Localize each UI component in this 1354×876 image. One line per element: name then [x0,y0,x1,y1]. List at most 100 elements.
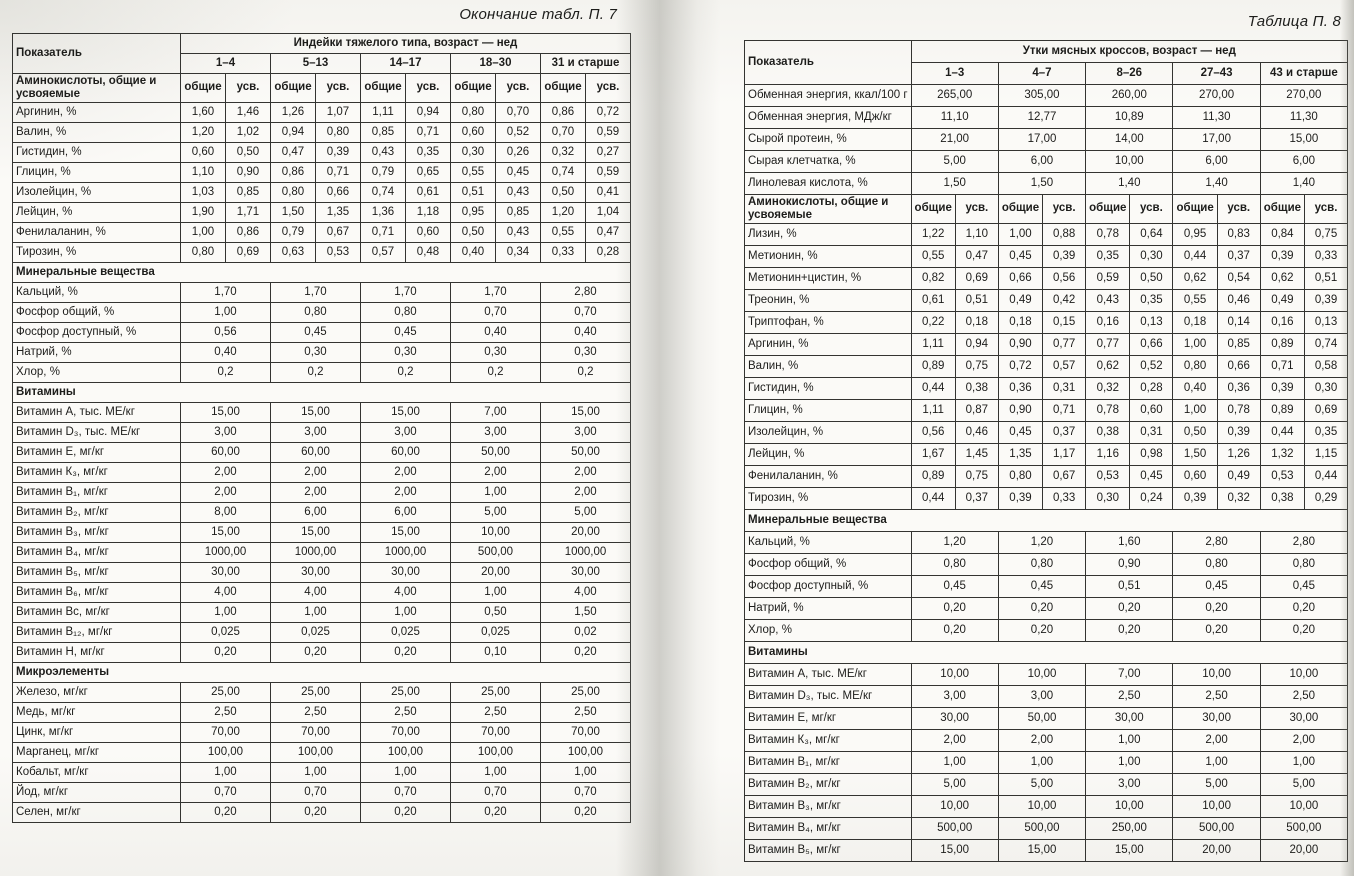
table-row: Витамин Е, мг/кг 30,00 50,00 30,00 30,00 30,0… [744,706,1349,730]
value-cell: 15,00 [180,521,271,543]
value-cell: 3,00 [997,684,1087,708]
value-cell: 1,00 [360,601,451,623]
value-cell: 0,44 [910,486,956,510]
value-cell: 0,87 [954,398,999,422]
value-cell: 14,00 [1085,128,1174,151]
value-cell: 0,44 [910,376,956,400]
value-cell: 0,35 [1085,244,1131,268]
value-cell: 5,00 [910,772,999,796]
subcol-obshchie-header: общие [997,194,1044,224]
value-cell: 0,44 [1304,464,1349,488]
row-label: Витамин В₂, мг/кг [12,501,181,523]
amino-section-label: Аминокислоты, общие и усвояемые [12,73,181,103]
value-cell: 0,025 [270,621,361,643]
value-cell: 0,2 [270,361,361,383]
age-group-1: 1–3 [910,62,999,85]
value-cell: 0,70 [360,781,451,803]
value-cell: 30,00 [1085,706,1174,730]
table-row: Витамин В₅, мг/кг 30,00 30,00 30,00 20,00 30,… [12,561,631,583]
row-label: Хлор, % [12,361,181,383]
value-cell: 10,00 [1085,794,1174,818]
value-cell: 0,85 [495,201,541,223]
subcol-obshchie-header: общие [1172,194,1218,224]
value-cell: 0,20 [360,801,451,823]
value-cell: 0,45 [1172,574,1261,598]
value-cell: 1,40 [1172,172,1261,195]
value-cell: 0,43 [495,221,541,243]
value-cell: 0,20 [997,596,1087,620]
row-label: Витамин Е, мг/кг [744,706,912,730]
table-row: Железо, мг/кг 25,00 25,00 25,00 25,00 25,00 [12,681,631,703]
value-cell: 70,00 [450,721,541,743]
value-cell: 0,20 [1085,596,1174,620]
value-cell: 0,62 [1172,266,1218,290]
value-cell: 0,10 [450,641,541,663]
value-cell: 6,00 [270,501,361,523]
table-row: Витамин В₆, мг/кг 4,00 4,00 4,00 1,00 4,00 [12,581,631,603]
age-group-4: 18–30 [450,53,541,74]
value-cell: 1,50 [910,172,999,195]
value-cell: 100,00 [360,741,451,763]
value-cell: 0,79 [360,161,406,183]
value-cell: 0,80 [1259,552,1349,576]
row-label: Цинк, мг/кг [12,721,181,743]
value-cell: 6,00 [1259,150,1349,173]
value-cell: 1,00 [1085,728,1174,752]
value-cell: 500,00 [1259,816,1349,840]
row-label: Линолевая кислота, % [744,172,912,195]
table-row: Марганец, мг/кг 100,00 100,00 100,00 100,00 1… [12,741,631,763]
value-cell: 0,56 [910,420,956,444]
value-cell: 0,89 [910,464,956,488]
value-cell: 1,20 [540,201,586,223]
duck-nutrition-table: Показатель Утки мясных кроссов, возраст —… [743,40,1349,862]
value-cell: 5,00 [1172,772,1261,796]
value-cell: 0,70 [540,301,631,323]
section-header-row: Минеральные вещества [743,508,1349,532]
value-cell: 15,00 [997,838,1087,862]
value-cell: 0,60 [450,121,496,143]
value-cell: 0,43 [360,141,406,163]
value-cell: 500,00 [997,816,1087,840]
value-cell: 1,00 [180,601,271,623]
row-label: Фосфор общий, % [744,552,912,576]
value-cell: 0,78 [1216,398,1261,422]
value-cell: 1,15 [1304,442,1349,466]
section-title: Минеральные вещества [12,261,631,283]
amino-header-row: Аминокислоты, общие и усвояемые общие усв.… [744,194,1349,224]
value-cell: 3,00 [540,421,631,443]
value-cell: 0,42 [1042,288,1087,312]
value-cell: 6,00 [997,150,1087,173]
row-label: Йод, мг/кг [12,781,181,803]
value-cell: 0,94 [405,101,451,123]
section-header-row: Витамины [12,381,631,403]
value-cell: 25,00 [360,681,451,703]
subcol-usv-header: усв. [1129,194,1174,224]
value-cell: 30,00 [910,706,999,730]
subcol-usv-header: усв. [1304,194,1349,224]
row-label: Витамин В₅, мг/кг [12,561,181,583]
value-cell: 0,80 [910,552,999,576]
row-label: Сырая клетчатка, % [744,150,912,173]
value-cell: 0,72 [585,101,631,123]
value-cell: 0,33 [1304,244,1349,268]
value-cell: 0,66 [315,181,361,203]
value-cell: 10,00 [997,794,1087,818]
value-cell: 0,85 [225,181,271,203]
table-row: Лейцин, % 1,67 1,45 1,35 1,17 1,16 0,98 1,50 1,2… [744,442,1349,466]
value-cell: 10,00 [1259,794,1349,818]
value-cell: 20,00 [450,561,541,583]
value-cell: 50,00 [450,441,541,463]
value-cell: 0,86 [225,221,271,243]
age-group-5: 31 и старше [540,53,631,74]
row-label: Лейцин, % [12,201,181,223]
value-cell: 0,90 [1085,552,1174,576]
value-cell: 1,70 [270,281,361,303]
row-label: Витамин В₃, мг/кг [744,794,912,818]
age-groups-row: 1–4 5–13 14–17 18–30 31 и старше [13,53,631,74]
value-cell: 3,00 [270,421,361,443]
value-cell: 0,20 [270,801,361,823]
value-cell: 0,18 [1172,310,1218,334]
value-cell: 2,00 [180,481,271,503]
value-cell: 20,00 [1259,838,1349,862]
row-label: Тирозин, % [12,241,181,263]
